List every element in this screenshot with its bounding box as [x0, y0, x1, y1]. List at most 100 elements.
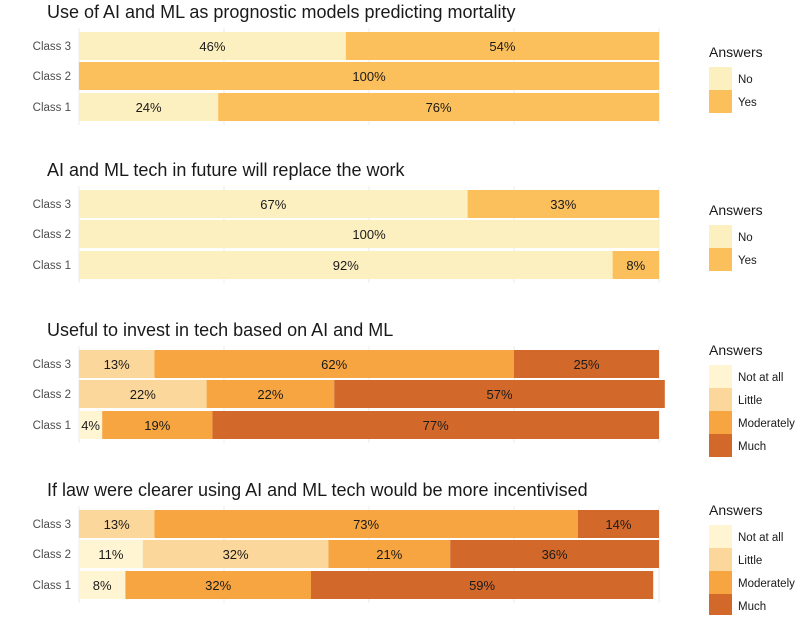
panel-1-value-label-0-1: 54%	[489, 39, 515, 54]
panel-3-bar-0-3	[514, 350, 659, 378]
panel-4-bar-0-3	[577, 510, 659, 538]
panel-4-legend-label-3: Much	[738, 601, 766, 613]
panel-1-value-label-0-0: 46%	[199, 39, 225, 54]
panel-4-bar-2-3	[311, 571, 654, 599]
panel-3-value-label-1-1: 22%	[130, 387, 156, 402]
panel-2-bar-0-1	[467, 190, 659, 218]
panel-3-value-label-2-2: 19%	[144, 418, 170, 433]
panel-4-bar-1-1	[142, 540, 329, 568]
panel-4-title: If law were clearer using AI and ML tech…	[47, 480, 588, 500]
panel-3-legend-key-2	[709, 411, 732, 434]
panel-1-legend-key-0	[709, 67, 732, 90]
panel-3-value-label-1-2: 22%	[257, 387, 283, 402]
panel-4-value-label-1-3: 36%	[542, 547, 568, 562]
panel-1-category-label-2: Class 1	[33, 102, 71, 114]
panel-1-category-label-0: Class 3	[33, 41, 71, 53]
panel-4-bar-0-1	[79, 510, 155, 538]
panel-2-value-label-0-1: 33%	[550, 197, 576, 212]
panel-2-bar-0-0	[79, 190, 468, 218]
panel-4-legend-label-0: Not at all	[738, 532, 783, 544]
panel-1-bar-2-0	[79, 93, 219, 121]
panel-1-legend-key-1	[709, 90, 732, 113]
panel-3-value-label-0-2: 62%	[321, 357, 347, 372]
panel-4-bar-2-0	[79, 571, 126, 599]
panel-3-value-label-1-3: 57%	[486, 387, 512, 402]
panel-4-legend-key-0	[709, 525, 732, 548]
panel-1-category-label-1: Class 2	[33, 71, 71, 83]
panel-4-legend-label-2: Moderately	[738, 578, 795, 590]
panel-4-bar-1-3	[450, 540, 659, 568]
panel-1-value-label-2-0: 24%	[136, 100, 162, 115]
panel-1-bar-0-1	[345, 32, 659, 60]
panel-1-legend-label-0: No	[738, 74, 753, 86]
panel-3-legend-key-0	[709, 365, 732, 388]
panel-3-bar-2-3	[212, 411, 659, 439]
panel-3-bar-1-3	[334, 380, 665, 408]
panel-2-value-label-1-0: 100%	[352, 227, 386, 242]
panel-2-bar-2-0	[79, 251, 613, 279]
panel-1-bar-2-1	[218, 93, 659, 121]
panel-3-value-label-2-3: 77%	[423, 418, 449, 433]
panel-1-bar-0-0	[79, 32, 346, 60]
panel-4-value-label-2-3: 59%	[469, 578, 495, 593]
panel-4-value-label-0-3: 14%	[605, 517, 631, 532]
panel-2-value-label-2-1: 8%	[626, 258, 645, 273]
panel-1-legend-label-1: Yes	[738, 97, 757, 109]
panel-2-legend-key-0	[709, 225, 732, 248]
panel-1-value-label-2-1: 76%	[426, 100, 452, 115]
panel-4-category-label-1: Class 2	[33, 549, 71, 561]
panel-1-bar-1-1	[79, 62, 659, 90]
panel-4-category-label-2: Class 1	[33, 580, 71, 592]
panel-2-value-label-0-0: 67%	[260, 197, 286, 212]
panel-3-legend-label-3: Much	[738, 441, 766, 453]
panel-1-value-label-1-1: 100%	[352, 69, 386, 84]
panel-4-legend-key-1	[709, 548, 732, 571]
panel-4-legend-key-2	[709, 571, 732, 594]
panel-2-title: AI and ML tech in future will replace th…	[47, 160, 406, 180]
panel-3-legend-label-0: Not at all	[738, 372, 783, 384]
panel-3-legend-key-1	[709, 388, 732, 411]
panel-4-value-label-0-2: 73%	[353, 517, 379, 532]
panel-2-category-label-1: Class 2	[33, 229, 71, 241]
panel-3-bar-0-1	[79, 350, 155, 378]
panel-2-legend-label-1: Yes	[738, 255, 757, 267]
panel-1-title: Use of AI and ML as prognostic models pr…	[47, 2, 516, 22]
panel-4-legend-label-1: Little	[738, 555, 762, 567]
panel-2-bar-1-0	[79, 220, 659, 248]
panel-4-bar-2-2	[125, 571, 312, 599]
panel-2-legend-label-0: No	[738, 232, 753, 244]
panel-2-value-label-2-0: 92%	[333, 258, 359, 273]
panel-4-legend-key-3	[709, 594, 732, 617]
panel-3-value-label-2-0: 4%	[81, 418, 100, 433]
panel-4-value-label-2-2: 32%	[205, 578, 231, 593]
panel-3-bar-1-2	[206, 380, 335, 408]
panel-2-legend-key-1	[709, 248, 732, 271]
panel-1-legend-title: Answers	[709, 44, 763, 60]
panel-3-value-label-0-1: 13%	[104, 357, 130, 372]
panel-3-bar-2-2	[102, 411, 213, 439]
panel-3-title: Useful to invest in tech based on AI and…	[47, 320, 393, 340]
panel-2-legend-title: Answers	[709, 202, 763, 218]
panel-3-legend-label-1: Little	[738, 395, 762, 407]
panel-2-category-label-2: Class 1	[33, 260, 71, 272]
panel-2-category-label-0: Class 3	[33, 199, 71, 211]
panel-4-value-label-1-0: 11%	[98, 547, 123, 562]
panel-4-value-label-1-2: 21%	[376, 547, 402, 562]
panel-4-bar-0-2	[154, 510, 578, 538]
panel-3-value-label-0-3: 25%	[573, 357, 599, 372]
panel-2-bar-2-1	[612, 251, 659, 279]
panel-3-legend-title: Answers	[709, 342, 763, 358]
panel-4-value-label-0-1: 13%	[104, 517, 130, 532]
panel-3-category-label-0: Class 3	[33, 359, 71, 371]
panel-4-value-label-2-0: 8%	[93, 578, 112, 593]
panel-4-value-label-1-1: 32%	[223, 547, 249, 562]
panel-3-legend-key-3	[709, 434, 732, 457]
panel-3-legend-label-2: Moderately	[738, 418, 795, 430]
panel-4-bar-1-2	[328, 540, 451, 568]
panel-3-category-label-2: Class 1	[33, 420, 71, 432]
panel-3-category-label-1: Class 2	[33, 389, 71, 401]
panel-4-legend-title: Answers	[709, 502, 763, 518]
panel-4-bar-1-0	[79, 540, 143, 568]
